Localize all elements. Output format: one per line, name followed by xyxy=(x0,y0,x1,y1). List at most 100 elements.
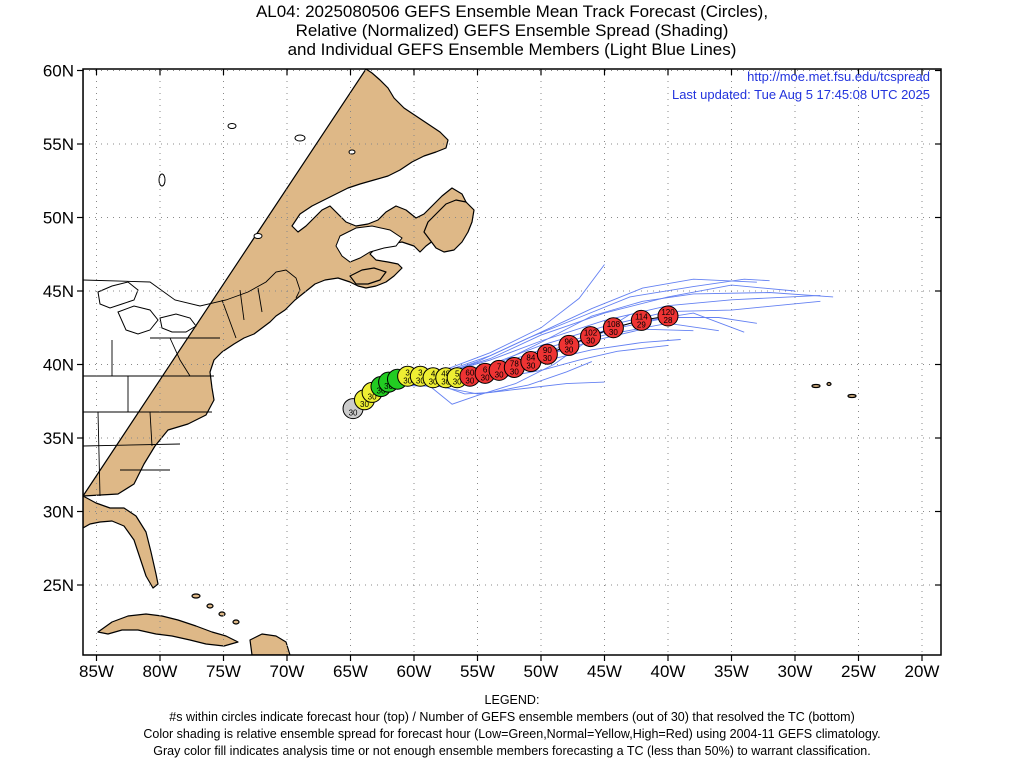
legend-line-1: #s within circles indicate forecast hour… xyxy=(169,710,855,724)
track-point-members: 30 xyxy=(429,378,438,387)
track-point-hour: 96 xyxy=(564,337,573,346)
track-point-hour: 6 xyxy=(483,365,488,374)
legend: LEGEND: #s within circles indicate forec… xyxy=(0,692,1024,760)
great-lakes xyxy=(159,313,197,333)
lon-tick-label: 40W xyxy=(651,662,686,681)
bahamas-island xyxy=(206,603,214,609)
track-point-members: 30 xyxy=(586,337,595,346)
state-border xyxy=(97,411,101,497)
gulf-of-st-lawrence xyxy=(335,225,403,263)
track-point-members: 30 xyxy=(368,392,377,401)
track-point-hour: 3 xyxy=(418,368,423,377)
track-point-hour: 120 xyxy=(661,308,675,317)
lat-tick-label: 35N xyxy=(43,429,74,448)
track-point-members: 30 xyxy=(403,376,412,385)
track-point-members: 28 xyxy=(664,316,673,325)
lat-tick-label: 25N xyxy=(43,576,74,595)
track-point-circle xyxy=(580,326,602,348)
lon-tick-label: 30W xyxy=(778,662,813,681)
track-point-members: 30 xyxy=(495,370,504,379)
lon-tick-label: 80W xyxy=(143,662,178,681)
lat-tick-label: 55N xyxy=(43,135,74,154)
track-point-hour: 48 xyxy=(441,370,450,379)
lon-tick-label: 50W xyxy=(524,662,559,681)
track-point-circle xyxy=(536,343,558,365)
legend-heading: LEGEND: xyxy=(484,693,540,707)
state-border xyxy=(239,289,245,321)
track-point-hour: 4 xyxy=(431,370,436,379)
track-point-hour: 90 xyxy=(543,346,552,355)
track-point-hour: 78 xyxy=(510,359,519,368)
plot-frame xyxy=(82,68,942,656)
track-point-hour: 3 xyxy=(405,368,410,377)
lon-tick-label: 85W xyxy=(79,662,114,681)
source-url: http://moe.met.fsu.edu/tcspread xyxy=(747,69,930,84)
legend-line-2: Color shading is relative ensemble sprea… xyxy=(143,727,881,741)
track-point-members: 30 xyxy=(543,354,552,363)
inland-lake xyxy=(348,149,356,155)
track-point-members: 30 xyxy=(360,400,369,409)
lon-tick-label: 20W xyxy=(905,662,940,681)
track-point-circle xyxy=(558,334,580,356)
title-line-3: and Individual GEFS Ensemble Members (Li… xyxy=(287,40,737,59)
inland-lake xyxy=(158,173,166,187)
state-border xyxy=(257,287,263,313)
chart-title: AL04: 2025080506 GEFS Ensemble Mean Trac… xyxy=(0,2,1024,59)
track-point-hour: 5 xyxy=(455,370,460,379)
track-point-circle xyxy=(630,309,652,331)
bahamas-island xyxy=(232,619,240,625)
track-point-members: 30 xyxy=(510,367,519,376)
lat-tick-label: 60N xyxy=(43,62,74,81)
us-canada-border xyxy=(83,269,301,307)
bahamas-island xyxy=(191,593,201,599)
track-point-hour: 60 xyxy=(465,368,474,377)
azores-island xyxy=(847,393,857,399)
mean-track: 3030303030330330430483053060306307307830… xyxy=(342,305,679,420)
track-point-circle xyxy=(602,317,624,339)
state-border xyxy=(149,411,153,447)
lon-tick-label: 45W xyxy=(587,662,622,681)
lat-tick-label: 45N xyxy=(43,282,74,301)
nova-scotia-land xyxy=(349,267,387,285)
track-point-members: 30 xyxy=(526,362,535,371)
great-lakes xyxy=(97,281,139,309)
bahamas-island xyxy=(218,611,226,617)
lon-tick-label: 65W xyxy=(333,662,368,681)
track-point-members: 29 xyxy=(637,320,646,329)
track-point-members: 30 xyxy=(465,376,474,385)
lon-tick-label: 75W xyxy=(206,662,241,681)
lon-tick-label: 35W xyxy=(714,662,749,681)
lon-tick-label: 55W xyxy=(460,662,495,681)
title-line-1: AL04: 2025080506 GEFS Ensemble Mean Trac… xyxy=(255,2,769,21)
lat-tick-label: 30N xyxy=(43,503,74,522)
land-masses xyxy=(83,69,857,655)
azores-island xyxy=(811,383,821,389)
lon-tick-label: 70W xyxy=(270,662,305,681)
track-point-members: 30 xyxy=(377,387,386,396)
lat-tick-label: 40N xyxy=(43,356,74,375)
track-point-circle xyxy=(657,305,679,327)
track-point-members: 30 xyxy=(441,378,450,387)
track-point-members: 30 xyxy=(453,378,462,387)
great-lakes xyxy=(117,305,159,335)
lat-tick-label: 50N xyxy=(43,209,74,228)
track-point-hour: 102 xyxy=(584,329,598,338)
inland-lake xyxy=(227,123,237,129)
track-point-hour: 114 xyxy=(635,312,648,321)
track-point-hour: 7 xyxy=(497,362,502,371)
last-updated: Last updated: Tue Aug 5 17:45:08 UTC 202… xyxy=(672,87,930,102)
state-border xyxy=(221,299,237,339)
track-point-hour: 84 xyxy=(526,354,535,363)
inland-lake xyxy=(294,134,306,142)
track-point-members: 30 xyxy=(564,345,573,354)
political-borders xyxy=(83,269,301,497)
state-border xyxy=(169,337,191,377)
azores-island xyxy=(826,381,832,387)
cuba-land xyxy=(97,613,239,647)
track-point-members: 30 xyxy=(416,376,425,385)
